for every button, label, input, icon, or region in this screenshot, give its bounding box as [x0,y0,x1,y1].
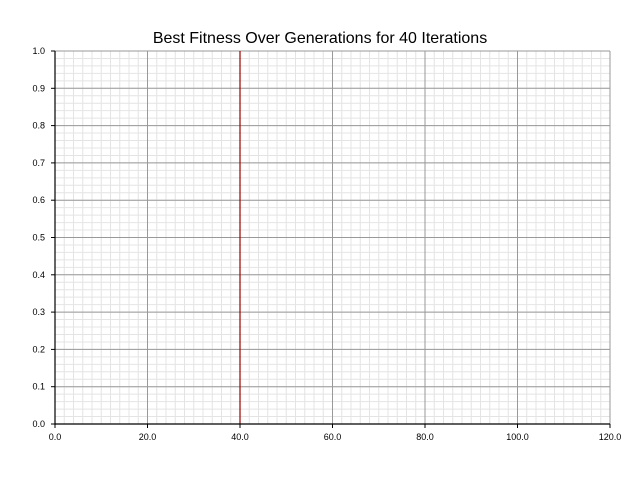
y-tick-label: 0.9 [32,83,45,93]
y-tick-label: 0.2 [32,344,45,354]
x-axis-ticks: 0.0 20.0 40.0 60.0 80.0 100.0 120.0 [49,424,622,442]
x-tick-label: 100.0 [506,432,529,442]
x-tick-label: 0.0 [49,432,62,442]
x-tick-label: 40.0 [231,432,249,442]
y-tick-label: 0.0 [32,419,45,429]
y-tick-label: 0.5 [32,233,45,243]
x-tick-label: 80.0 [416,432,434,442]
y-tick-label: 0.4 [32,270,45,280]
y-tick-label: 0.1 [32,382,45,392]
y-tick-label: 0.6 [32,195,45,205]
y-tick-label: 0.7 [32,158,45,168]
y-axis-ticks: 0.0 0.1 0.2 0.3 0.4 0.5 0.6 0.7 0.8 0.9 1.0 [32,46,55,429]
y-tick-label: 0.8 [32,121,45,131]
y-tick-label: 1.0 [32,46,45,56]
y-tick-label: 0.3 [32,307,45,317]
x-tick-label: 60.0 [324,432,342,442]
x-tick-label: 120.0 [599,432,622,442]
chart-title: Best Fitness Over Generations for 40 Ite… [153,30,487,47]
x-tick-label: 20.0 [139,432,157,442]
